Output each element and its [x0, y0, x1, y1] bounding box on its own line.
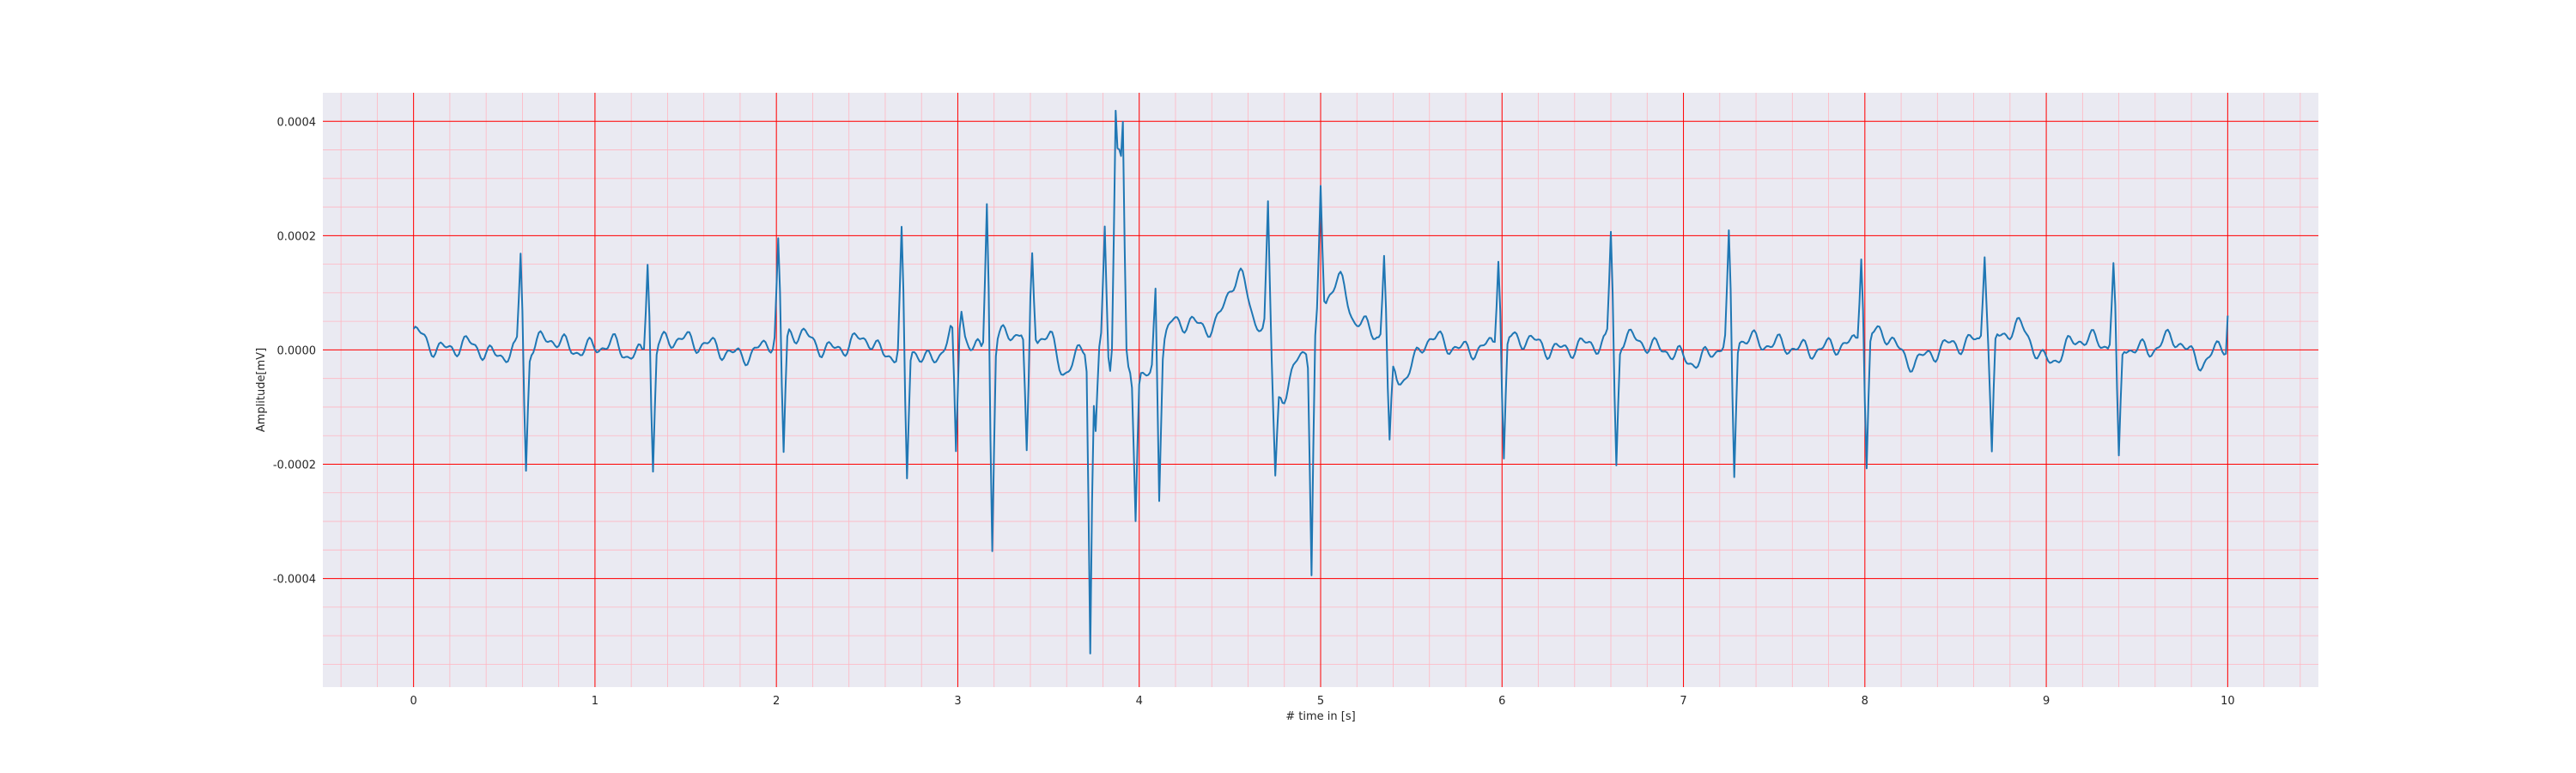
x-tick-label: 10	[2221, 695, 2235, 708]
x-axis-label: # time in [s]	[1285, 710, 1355, 723]
x-tick-label: 3	[954, 695, 961, 708]
y-tick-label: 0.0000	[277, 344, 317, 357]
major-grid	[323, 93, 2318, 687]
x-tick-label: 8	[1862, 695, 1868, 708]
y-tick-label: -0.0004	[273, 574, 316, 587]
y-tick-label: -0.0002	[273, 460, 316, 472]
x-tick-label: 5	[1317, 695, 1324, 708]
x-tick-label: 0	[410, 695, 416, 708]
x-tick-label: 6	[1498, 695, 1505, 708]
x-tick-label: 9	[2043, 695, 2050, 708]
x-tick-label: 4	[1136, 695, 1143, 708]
y-axis-label: Amplitude[mV]	[255, 348, 268, 432]
x-tick-label: 2	[773, 695, 780, 708]
x-axis-ticks: 0 1 2 3 4 5 6 7 8 9 10	[410, 695, 2234, 708]
x-tick-label: 1	[592, 695, 598, 708]
y-axis-ticks: -0.0004 -0.0002 0.0000 0.0002 0.0004	[273, 116, 316, 586]
y-tick-label: 0.0002	[277, 230, 317, 243]
ecg-signal-line	[412, 109, 2229, 654]
x-tick-label: 7	[1680, 695, 1686, 708]
y-tick-label: 0.0004	[277, 116, 317, 129]
